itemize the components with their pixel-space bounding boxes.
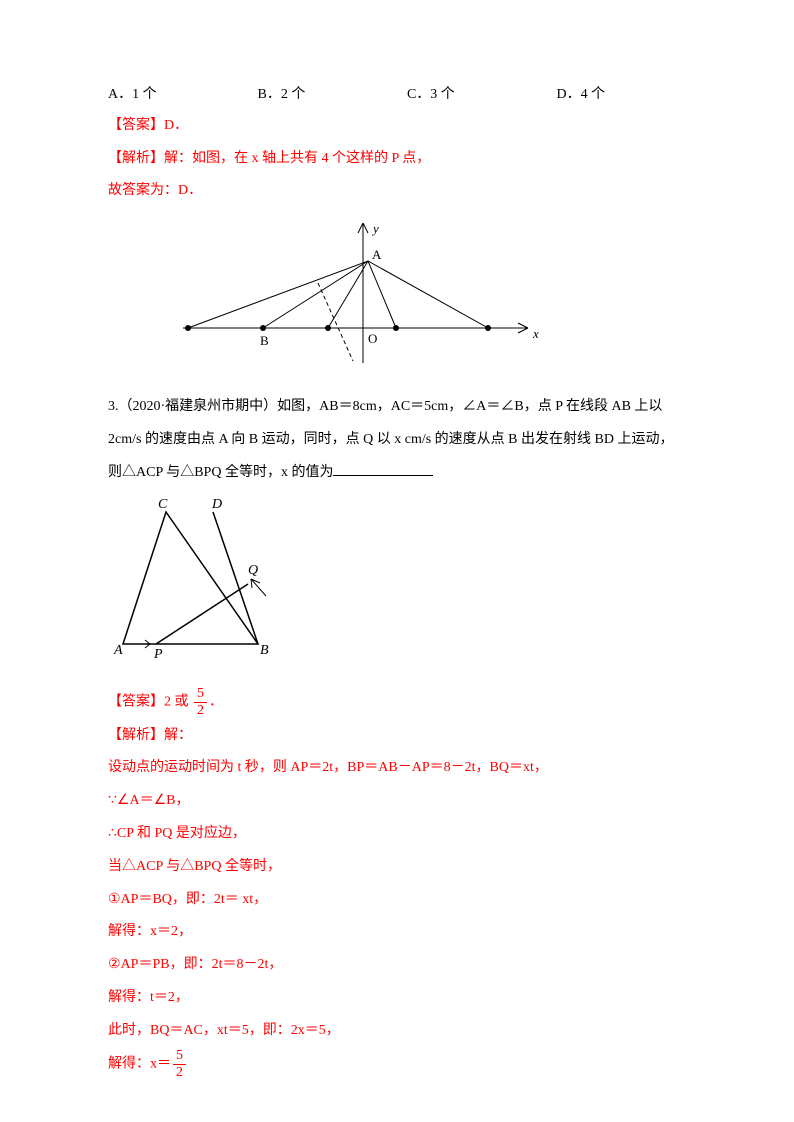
question-3-line2: 2cm/s 的速度由点 A 向 B 运动，同时，点 Q 以 x cm/s 的速度…	[108, 425, 686, 456]
q3-text: 则△ACP 与△BPQ 全等时，x 的值为	[108, 465, 333, 480]
exp2-l7: ②AP＝PB，即：2t＝8－2t，	[108, 950, 686, 981]
svg-text:B: B	[260, 643, 269, 658]
question-3-line1: 3.（2020·福建泉州市期中）如图，AB＝8cm，AC＝5cm，∠A＝∠B，点…	[108, 392, 686, 423]
exp2-l8: 解得：t＝2，	[108, 983, 686, 1014]
svg-text:A: A	[372, 247, 382, 262]
figure-axes: y x O A B	[168, 213, 686, 386]
options-row: A．1 个 B．2 个 C．3 个 D．4 个	[108, 80, 686, 111]
svg-text:x: x	[532, 326, 539, 341]
exp2-l5: ①AP＝BQ，即：2t＝ xt，	[108, 885, 686, 916]
answer-label: 【答案】	[108, 695, 164, 710]
answer-label: 【答案】	[108, 118, 164, 133]
fraction: 52	[173, 1049, 186, 1080]
svg-text:O: O	[368, 331, 377, 346]
explain-label: 【解析】	[108, 728, 164, 743]
svg-text:P: P	[153, 647, 163, 662]
svg-text:Q: Q	[248, 563, 258, 578]
exp2-l10-pre: 解得：x＝	[108, 1056, 171, 1071]
exp2-l6: 解得：x＝2，	[108, 917, 686, 948]
explain-label: 【解析】	[108, 151, 164, 166]
question-3-line3: 则△ACP 与△BPQ 全等时，x 的值为	[108, 458, 686, 489]
option-b: B．2 个	[257, 80, 406, 111]
explain-body: 解：如图，在 x 轴上共有 4 个这样的 P 点，	[164, 151, 430, 166]
svg-text:D: D	[211, 497, 222, 512]
answer-value: D．	[164, 118, 188, 133]
explanation-1-line2: 故答案为：D．	[108, 176, 686, 207]
exp2-l10: 解得：x＝52	[108, 1049, 686, 1081]
exp2-l2: ∵∠A＝∠B，	[108, 786, 686, 817]
svg-text:C: C	[158, 497, 168, 512]
svg-text:A: A	[113, 643, 123, 658]
exp2-l9: 此时，BQ＝AC，xt＝5，即：2x＝5，	[108, 1016, 686, 1047]
explanation-1-line1: 【解析】解：如图，在 x 轴上共有 4 个这样的 P 点，	[108, 144, 686, 175]
option-d: D．4 个	[556, 80, 686, 111]
option-c: C．3 个	[407, 80, 556, 111]
option-a: A．1 个	[108, 80, 257, 111]
svg-text:y: y	[371, 221, 379, 236]
explain-post: 解：	[164, 728, 192, 743]
figure-triangle: A B C D P Q	[108, 494, 686, 677]
exp2-l1: 设动点的运动时间为 t 秒，则 AP＝2t，BP＝AB－AP＝8－2t，BQ＝x…	[108, 753, 686, 784]
fill-blank	[333, 462, 433, 476]
answer-suffix: ．	[209, 695, 223, 710]
explanation-2-header: 【解析】解：	[108, 721, 686, 752]
answer-1: 【答案】D．	[108, 111, 686, 142]
svg-text:B: B	[260, 333, 269, 348]
answer-2: 【答案】2 或 52．	[108, 687, 686, 719]
answer-pre: 2 或	[164, 695, 192, 710]
exp2-l4: 当△ACP 与△BPQ 全等时，	[108, 852, 686, 883]
exp2-l3: ∴CP 和 PQ 是对应边，	[108, 819, 686, 850]
fraction: 52	[194, 687, 207, 718]
